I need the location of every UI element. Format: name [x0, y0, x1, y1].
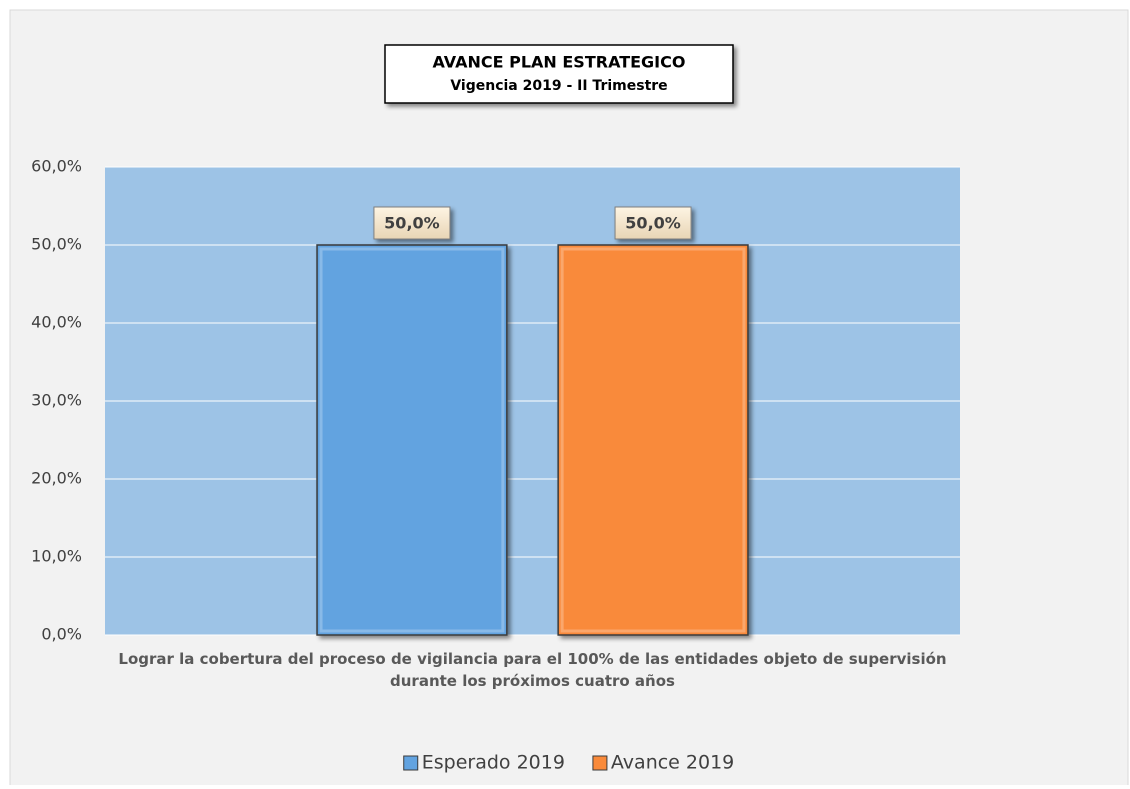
bar-bevel	[560, 247, 746, 633]
bar	[316, 244, 508, 636]
y-tick-label: 60,0%	[31, 157, 82, 176]
y-tick-label: 50,0%	[31, 235, 82, 254]
x-tick-label-box: Lograr la cobertura del proceso de vigil…	[118, 650, 947, 690]
bar	[557, 244, 749, 636]
y-tick-label: 20,0%	[31, 469, 82, 488]
data-label-box	[614, 206, 692, 240]
legend-label: Avance 2019	[611, 752, 734, 774]
chart-subtitle: Vigencia 2019 - II Trimestre	[450, 78, 667, 94]
data-label: 50,0%	[384, 214, 440, 233]
legend-item: Esperado 2019	[403, 752, 565, 774]
y-tick-label: 40,0%	[31, 313, 82, 332]
bar-bevel	[319, 247, 505, 633]
legend-marker	[592, 755, 608, 771]
chart-title: AVANCE PLAN ESTRATEGICO	[433, 53, 686, 72]
y-tick-label: 30,0%	[31, 391, 82, 410]
legend-item: Avance 2019	[592, 752, 734, 774]
data-label-box	[373, 206, 451, 240]
title-box	[384, 44, 734, 104]
x-tick-label: Lograr la cobertura del proceso de vigil…	[118, 650, 947, 690]
y-tick-label: 10,0%	[31, 547, 82, 566]
data-label: 50,0%	[625, 214, 681, 233]
legend-marker	[403, 755, 419, 771]
y-tick-label: 0,0%	[41, 625, 82, 644]
legend-label: Esperado 2019	[422, 752, 565, 774]
